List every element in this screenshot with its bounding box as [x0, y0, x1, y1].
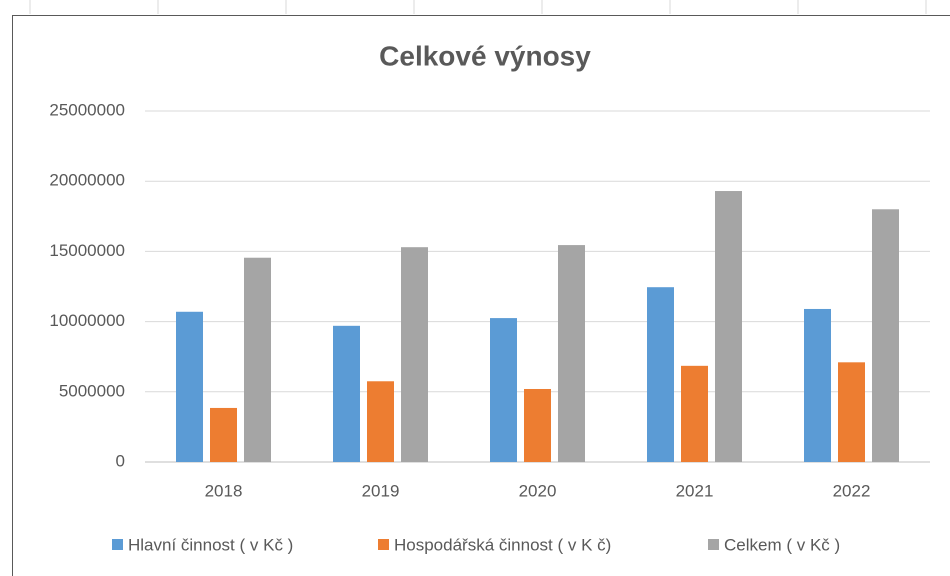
legend-label: Hlavní činnost ( v Kč ) [128, 535, 293, 554]
bar [872, 209, 899, 462]
y-tick-label: 10000000 [49, 311, 125, 330]
legend-swatch [378, 539, 389, 550]
bar [558, 245, 585, 462]
legend-label: Celkem ( v Kč ) [724, 535, 840, 554]
bar [401, 247, 428, 462]
bar [647, 287, 674, 462]
legend-swatch [112, 539, 123, 550]
bar [715, 191, 742, 462]
y-tick-label: 5000000 [59, 381, 125, 400]
legend-swatch [708, 539, 719, 550]
x-tick-label: 2018 [205, 481, 243, 500]
legend-label: Hospodářská činnost ( v K č) [394, 535, 611, 554]
bar [333, 325, 360, 462]
sheet-grid [29, 0, 927, 14]
y-tick-label: 25000000 [49, 100, 125, 119]
bar [838, 362, 865, 462]
bar [244, 257, 271, 462]
bar [210, 407, 237, 462]
x-tick-label: 2020 [519, 481, 557, 500]
x-tick-label: 2019 [362, 481, 400, 500]
y-tick-label: 20000000 [49, 171, 125, 190]
chart-title: Celkové výnosy [379, 40, 591, 71]
bar [176, 311, 203, 462]
bar [804, 308, 831, 462]
bar [367, 381, 394, 462]
chart-frame [12, 15, 950, 576]
y-tick-label: 0 [116, 451, 125, 470]
bar [681, 365, 708, 462]
x-tick-label: 2022 [833, 481, 871, 500]
bar [524, 388, 551, 462]
y-tick-label: 15000000 [49, 241, 125, 260]
bar [490, 318, 517, 462]
x-tick-label: 2021 [676, 481, 714, 500]
